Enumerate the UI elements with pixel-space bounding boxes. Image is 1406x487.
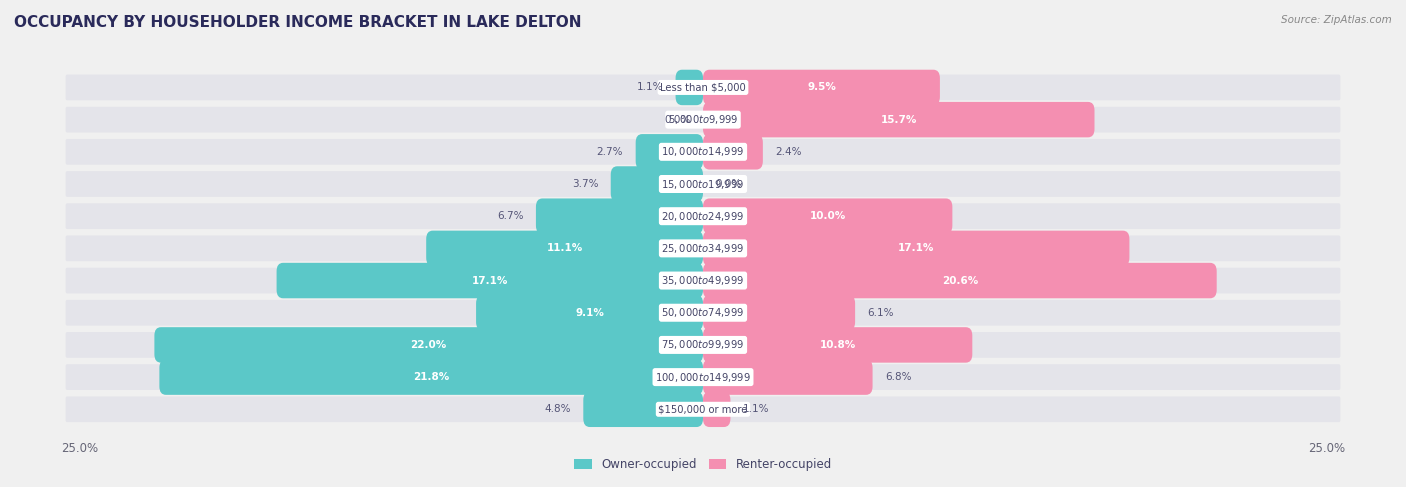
FancyBboxPatch shape	[703, 102, 1094, 137]
FancyBboxPatch shape	[703, 134, 763, 169]
Text: 2.7%: 2.7%	[596, 147, 623, 157]
Text: $50,000 to $74,999: $50,000 to $74,999	[661, 306, 745, 319]
FancyBboxPatch shape	[66, 203, 1340, 229]
Text: Source: ZipAtlas.com: Source: ZipAtlas.com	[1281, 15, 1392, 25]
Text: 11.1%: 11.1%	[547, 244, 582, 253]
Text: 3.7%: 3.7%	[572, 179, 599, 189]
FancyBboxPatch shape	[66, 396, 1340, 422]
Text: 0.0%: 0.0%	[664, 114, 690, 125]
FancyBboxPatch shape	[703, 392, 731, 427]
FancyBboxPatch shape	[703, 198, 952, 234]
FancyBboxPatch shape	[277, 263, 703, 299]
Text: 6.8%: 6.8%	[884, 372, 911, 382]
Text: 9.5%: 9.5%	[807, 82, 837, 93]
FancyBboxPatch shape	[66, 75, 1340, 100]
Text: 0.0%: 0.0%	[716, 179, 742, 189]
FancyBboxPatch shape	[66, 236, 1340, 261]
Text: 17.1%: 17.1%	[898, 244, 935, 253]
FancyBboxPatch shape	[703, 295, 855, 331]
Text: Less than $5,000: Less than $5,000	[661, 82, 745, 93]
FancyBboxPatch shape	[703, 70, 939, 105]
FancyBboxPatch shape	[477, 295, 703, 331]
Text: 6.7%: 6.7%	[496, 211, 523, 221]
Text: $10,000 to $14,999: $10,000 to $14,999	[661, 145, 745, 158]
FancyBboxPatch shape	[159, 359, 703, 395]
Legend: Owner-occupied, Renter-occupied: Owner-occupied, Renter-occupied	[569, 453, 837, 476]
Text: OCCUPANCY BY HOUSEHOLDER INCOME BRACKET IN LAKE DELTON: OCCUPANCY BY HOUSEHOLDER INCOME BRACKET …	[14, 15, 582, 30]
FancyBboxPatch shape	[66, 364, 1340, 390]
Text: 10.8%: 10.8%	[820, 340, 856, 350]
FancyBboxPatch shape	[675, 70, 703, 105]
FancyBboxPatch shape	[703, 327, 973, 363]
FancyBboxPatch shape	[66, 139, 1340, 165]
Text: $100,000 to $149,999: $100,000 to $149,999	[655, 371, 751, 384]
Text: 4.8%: 4.8%	[544, 404, 571, 414]
FancyBboxPatch shape	[610, 166, 703, 202]
Text: $150,000 or more: $150,000 or more	[658, 404, 748, 414]
Text: 21.8%: 21.8%	[413, 372, 450, 382]
Text: $20,000 to $24,999: $20,000 to $24,999	[661, 210, 745, 223]
Text: $25,000 to $34,999: $25,000 to $34,999	[661, 242, 745, 255]
Text: $35,000 to $49,999: $35,000 to $49,999	[661, 274, 745, 287]
Text: 17.1%: 17.1%	[471, 276, 508, 285]
FancyBboxPatch shape	[703, 263, 1216, 299]
FancyBboxPatch shape	[426, 231, 703, 266]
Text: $5,000 to $9,999: $5,000 to $9,999	[668, 113, 738, 126]
FancyBboxPatch shape	[66, 332, 1340, 358]
Text: 1.1%: 1.1%	[637, 82, 664, 93]
Text: 2.4%: 2.4%	[775, 147, 801, 157]
FancyBboxPatch shape	[66, 107, 1340, 132]
FancyBboxPatch shape	[66, 300, 1340, 326]
FancyBboxPatch shape	[155, 327, 703, 363]
Text: $75,000 to $99,999: $75,000 to $99,999	[661, 338, 745, 352]
Text: $15,000 to $19,999: $15,000 to $19,999	[661, 177, 745, 190]
FancyBboxPatch shape	[703, 231, 1129, 266]
Text: 6.1%: 6.1%	[868, 308, 894, 318]
FancyBboxPatch shape	[636, 134, 703, 169]
Text: 22.0%: 22.0%	[411, 340, 447, 350]
FancyBboxPatch shape	[66, 171, 1340, 197]
Text: 1.1%: 1.1%	[742, 404, 769, 414]
FancyBboxPatch shape	[536, 198, 703, 234]
FancyBboxPatch shape	[583, 392, 703, 427]
Text: 15.7%: 15.7%	[880, 114, 917, 125]
Text: 9.1%: 9.1%	[575, 308, 605, 318]
FancyBboxPatch shape	[66, 268, 1340, 294]
Text: 10.0%: 10.0%	[810, 211, 846, 221]
Text: 20.6%: 20.6%	[942, 276, 979, 285]
FancyBboxPatch shape	[703, 359, 873, 395]
